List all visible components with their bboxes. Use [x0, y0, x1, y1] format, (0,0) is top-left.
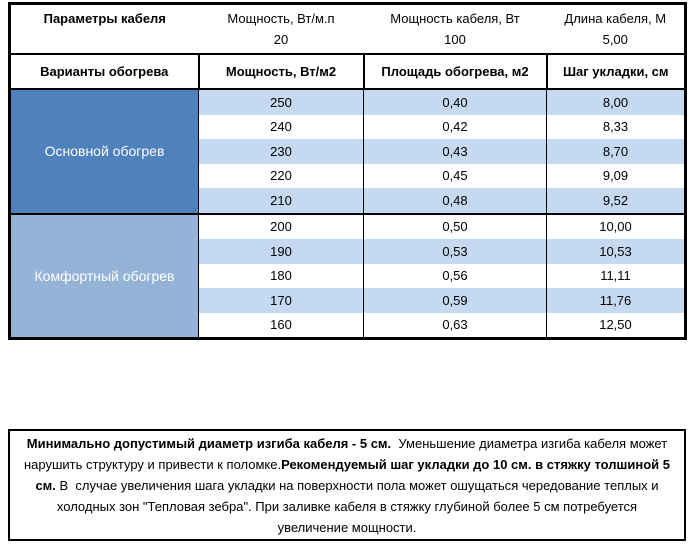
data-cell: 210 [198, 188, 364, 214]
header-heating-variants: Варианты обогрева [8, 53, 200, 90]
data-cell: 170 [198, 288, 364, 313]
data-cell: 160 [198, 312, 364, 339]
data-cell: 11,76 [546, 288, 686, 313]
header-laying-step: Шаг укладки, см [545, 53, 687, 90]
data-cell: 9,52 [546, 188, 686, 214]
table-row: 210 0,48 9,52 [10, 188, 686, 214]
header-power-per-m2: Мощность, Вт/м2 [197, 53, 365, 90]
table-row: 240 0,42 8,33 [10, 114, 686, 139]
data-cell: 0,63 [363, 312, 547, 339]
table-row: Основной обогрев 250 0,40 8,00 [9, 89, 686, 214]
group-label-main-heating: Основной обогрев [9, 89, 199, 214]
data-cell: 0,43 [363, 139, 547, 164]
table-row: 170 0,59 11,76 [10, 288, 686, 313]
table-row: Комфортный обогрев 200 0,50 10,00 [9, 212, 686, 339]
header-heating-area: Площадь обогрева, м2 [362, 53, 548, 90]
data-cell: 0,40 [363, 89, 547, 115]
table-row: 220 0,45 9,09 [10, 163, 686, 188]
data-cell: 9,09 [546, 163, 686, 188]
data-cell: 0,45 [363, 163, 547, 188]
data-cell: 180 [198, 263, 364, 288]
data-cell: 190 [198, 239, 364, 264]
heating-parameters-table: Параметры кабеля Мощность, Вт/м.п Мощнос… [8, 2, 687, 340]
cable-params-value-row: 20 100 5,00 [9, 29, 686, 55]
param-value-empty [9, 29, 199, 55]
heating-table-body: Основной обогрев 250 0,40 8,00 240 0,42 8,33 23… [9, 89, 686, 339]
param-label-power-per-m: Мощность, Вт/м.п [227, 11, 335, 26]
data-cell: 250 [198, 89, 364, 115]
note-box: Минимально допустимый диаметр изгиба каб… [8, 429, 686, 541]
data-cell: 0,50 [363, 212, 547, 239]
note-text: Минимально допустимый диаметр изгиба каб… [22, 433, 672, 538]
data-cell: 8,00 [546, 89, 686, 115]
param-label-cable-length: Длина кабеля, М [564, 11, 667, 26]
note-segment: Уменьшение диаметра изгиба кабеля может … [23, 435, 671, 472]
data-cell: 240 [198, 114, 364, 139]
param-value-cable-length: 5,00 [546, 29, 686, 55]
note-bold-segment: Минимально допустимый диаметр изгиба каб… [26, 435, 392, 451]
table-row: 190 0,53 10,53 [10, 239, 686, 264]
data-cell: 0,53 [363, 239, 547, 264]
data-cell: 10,00 [546, 212, 686, 239]
data-cell: 230 [198, 139, 364, 164]
note-bold-segment: Рекомендуемый шаг укладки до 10 см. в ст… [35, 456, 674, 493]
data-cell: 0,42 [363, 114, 547, 139]
param-value-power-per-m: 20 [198, 29, 364, 55]
data-cell: 12,50 [546, 312, 686, 339]
data-cell: 11,11 [546, 263, 686, 288]
param-value-cable-power: 100 [363, 29, 547, 55]
data-cell: 0,59 [363, 288, 547, 313]
group-label-comfort-heating: Комфортный обогрев [9, 212, 199, 339]
data-cell: 0,48 [363, 188, 547, 214]
param-label-cable-power: Мощность кабеля, Вт [390, 11, 520, 26]
data-cell: 220 [198, 163, 364, 188]
table-row: 180 0,56 11,11 [10, 263, 686, 288]
data-cell: 8,33 [546, 114, 686, 139]
cable-params-title: Параметры кабеля [43, 11, 166, 26]
note-segment: В случае увеличения шага укладки на пове… [55, 477, 663, 535]
cable-params-label-row: Параметры кабеля Мощность, Вт/м.п Мощнос… [10, 4, 686, 30]
table-header-row: Варианты обогрева Мощность, Вт/м2 Площад… [8, 53, 687, 90]
data-cell: 8,70 [546, 139, 686, 164]
data-cell: 10,53 [546, 239, 686, 264]
table-row: 230 0,43 8,70 [10, 139, 686, 164]
data-cell: 0,56 [363, 263, 547, 288]
data-cell: 200 [198, 212, 364, 239]
table-row: 160 0,63 12,50 [10, 312, 686, 339]
